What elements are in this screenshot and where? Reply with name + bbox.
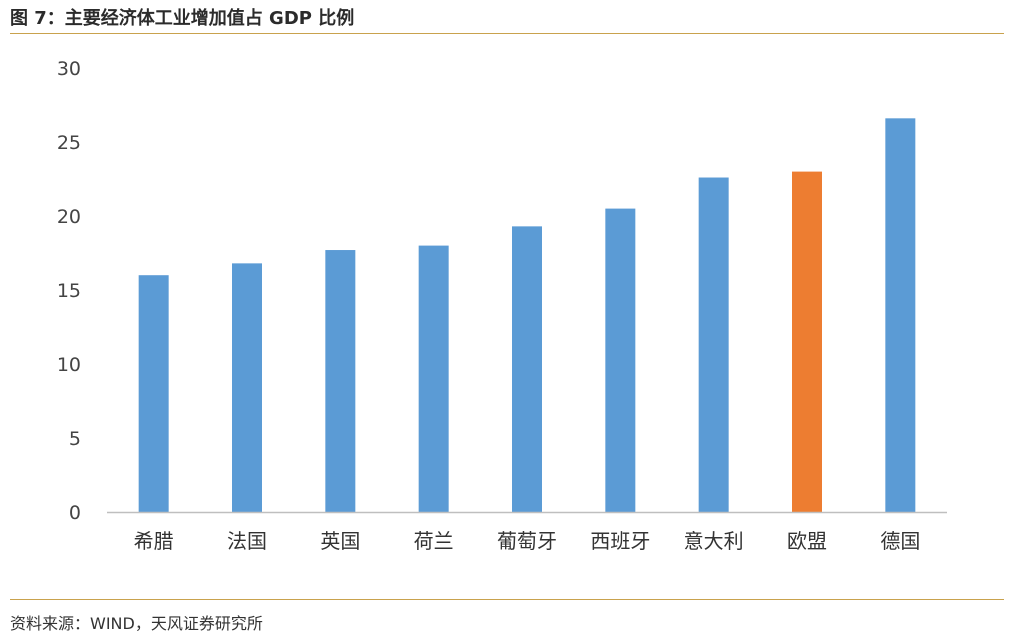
y-tick-label: 10 [57,354,81,376]
x-category-label: 意大利 [684,529,744,553]
bar [512,226,542,513]
y-tick-label: 25 [57,132,81,154]
bar [698,177,729,512]
source-divider [10,599,1004,600]
y-tick-label: 5 [69,428,81,450]
x-category-label: 英国 [320,529,360,553]
x-category-label: 西班牙 [590,529,650,553]
y-tick-label: 15 [57,280,81,302]
bar [232,263,262,512]
bar [325,250,356,513]
bar [792,171,822,512]
y-tick-label: 0 [69,502,81,524]
y-tick-label: 20 [57,206,81,228]
x-axis-categories: 希腊 法国 英国 荷兰 葡萄牙 西班牙 意大利 欧盟 德国 [134,529,921,553]
x-category-label: 希腊 [134,529,174,553]
bar [418,245,449,512]
x-category-label: 法国 [227,529,267,553]
y-axis-ticks: 0 5 10 15 20 25 30 [57,58,81,524]
source-note: 资料来源：WIND，天风证券研究所 [10,614,263,633]
x-category-label: 德国 [880,529,920,553]
bars [138,118,916,513]
x-category-label: 葡萄牙 [497,529,557,553]
title-divider [10,33,1004,34]
x-category-label: 荷兰 [414,529,454,553]
bar [885,118,916,512]
x-category-label: 欧盟 [787,529,827,553]
chart-title: 图 7：主要经济体工业增加值占 GDP 比例 [10,8,355,29]
bar [605,208,636,512]
y-tick-label: 30 [57,58,81,80]
bar [138,275,169,512]
